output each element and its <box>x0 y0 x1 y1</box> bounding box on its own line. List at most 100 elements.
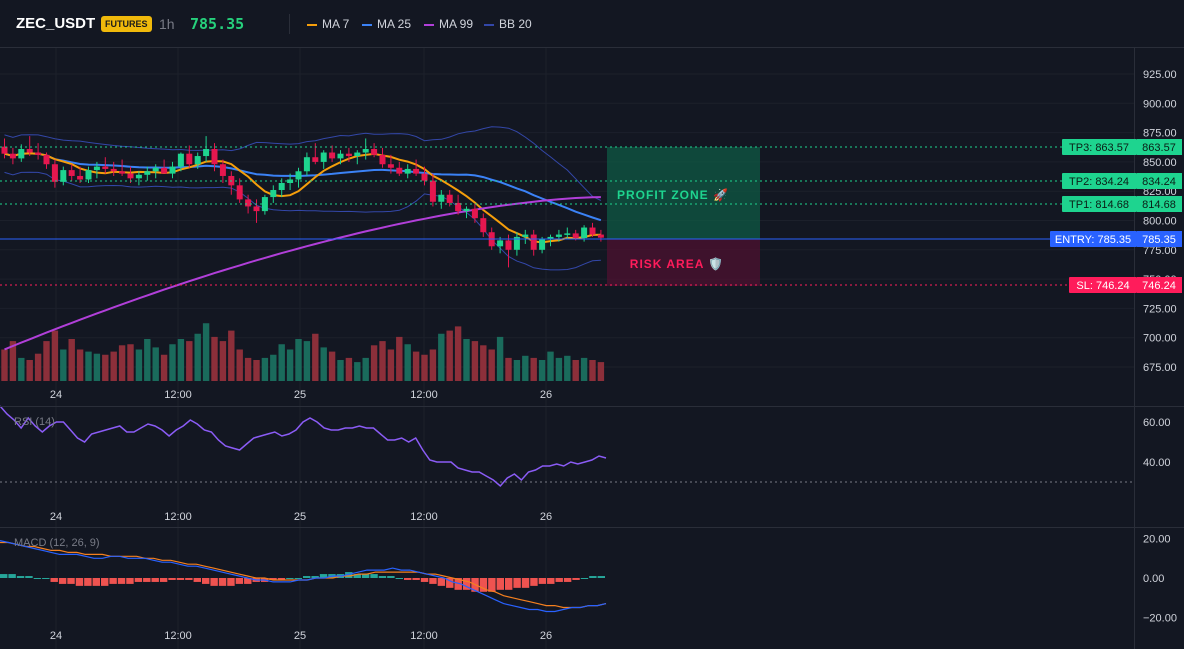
macd-histogram-bar <box>159 578 168 582</box>
candle-body <box>60 170 67 182</box>
candle-body <box>589 227 596 235</box>
candle-body <box>43 154 50 165</box>
volume-bar <box>278 344 285 381</box>
volume-bar <box>480 345 487 381</box>
macd-histogram-bar <box>538 578 547 584</box>
legend-ma7[interactable]: MA 7 <box>307 17 349 31</box>
macd-histogram-bar <box>202 578 210 584</box>
volume-bar <box>43 341 50 381</box>
volume-bar <box>60 349 67 381</box>
volume-bar <box>337 360 344 381</box>
price-axis[interactable]: 925.00 900.00 875.00 850.00 825.00 800.00 775.… <box>1143 69 1177 374</box>
candle-body <box>144 171 151 175</box>
volume-bar <box>26 360 33 381</box>
volume-bar <box>228 330 235 381</box>
legend-ma25-label: MA 25 <box>377 17 412 31</box>
volume-bar <box>295 339 302 381</box>
risk-zone-label: RISK AREA 🛡️ <box>630 257 724 271</box>
price-tick-label: 800.00 <box>1143 216 1177 228</box>
volume-bar <box>555 357 563 381</box>
volume-bar <box>438 333 445 381</box>
macd-histogram-bar <box>488 578 496 592</box>
candle-body <box>329 152 336 159</box>
candle-body <box>119 171 126 174</box>
candle-body <box>161 167 168 174</box>
candle-body <box>110 168 117 172</box>
volume-bar <box>303 341 311 381</box>
candle-body <box>555 234 562 237</box>
macd-histogram-bar <box>286 578 294 579</box>
time-tick-label: 26 <box>540 511 552 523</box>
macd-pane: 20.00 0.00 −20.00 <box>0 534 1177 624</box>
candle-body <box>539 239 546 250</box>
candle-body <box>455 202 462 212</box>
candle-body <box>177 153 184 167</box>
time-tick-label: 12:00 <box>410 511 438 523</box>
volume-bar <box>144 339 151 381</box>
moving-averages <box>4 152 602 351</box>
macd-histogram-bar <box>387 576 395 578</box>
macd-label: MACD (12, 26, 9) <box>14 537 100 549</box>
candle-body <box>480 218 487 233</box>
volume-bar <box>522 355 529 381</box>
volume-bar <box>85 351 92 381</box>
time-tick-label: 26 <box>540 389 552 401</box>
legend-bb20[interactable]: BB 20 <box>484 17 532 31</box>
volume-bar <box>186 341 193 381</box>
volume-bar <box>18 357 25 381</box>
macd-histogram-bar <box>513 578 521 588</box>
volume-bar <box>261 357 269 381</box>
ma25-swatch-icon <box>362 23 372 26</box>
volume-bar <box>236 349 243 381</box>
macd-histogram-bar <box>370 574 378 578</box>
candle-body <box>152 167 159 172</box>
macd-histogram-bar <box>235 578 244 584</box>
timeframe-selector[interactable]: 1h <box>159 16 175 32</box>
macd-histogram-bar <box>303 576 311 578</box>
candle-body <box>26 149 33 153</box>
macd-histogram-bar <box>67 578 75 584</box>
macd-histogram-bar <box>496 578 504 590</box>
macd-histogram-bar <box>420 578 429 582</box>
sl-axis-tag: 746.24 <box>1142 280 1176 292</box>
time-tick-label: 24 <box>50 389 62 401</box>
candle-body <box>18 149 25 159</box>
volume-bar <box>362 357 369 381</box>
macd-tick-label: 0.00 <box>1143 573 1164 585</box>
volume-bar <box>202 323 210 381</box>
time-tick-label: 24 <box>50 511 62 523</box>
candle-body <box>51 164 58 182</box>
candle-body <box>35 152 42 155</box>
rsi-pane: 60.00 40.00 <box>0 405 1171 488</box>
candle-body <box>371 149 378 155</box>
macd-histogram-bar <box>58 578 67 584</box>
volume-bar <box>354 362 361 381</box>
candle-body <box>270 190 277 198</box>
macd-histogram-bar <box>143 578 151 582</box>
macd-histogram-bar <box>597 576 605 578</box>
candle-body <box>278 182 285 191</box>
symbol-name[interactable]: ZEC_USDT <box>16 15 96 32</box>
candle-body <box>505 240 512 250</box>
price-tick-label: 875.00 <box>1143 128 1177 140</box>
candle-body <box>354 152 361 157</box>
macd-histogram-bar <box>319 574 328 578</box>
bollinger-bands <box>4 126 602 271</box>
candle-body <box>362 149 369 153</box>
macd-histogram-bar <box>25 576 33 578</box>
candle-body <box>446 194 453 203</box>
time-tick-label: 25 <box>294 511 306 523</box>
macd-histogram-bar <box>134 578 143 582</box>
volume-bar <box>589 360 596 381</box>
legend-ma25[interactable]: MA 25 <box>362 17 411 31</box>
risk-zone: RISK AREA 🛡️ <box>607 239 760 286</box>
bb20-swatch-icon <box>484 23 494 26</box>
candle-body <box>102 166 109 169</box>
volume-bar <box>152 347 159 381</box>
macd-histogram-bar <box>277 578 286 580</box>
legend-ma99[interactable]: MA 99 <box>424 17 473 31</box>
volume-bar <box>454 326 462 381</box>
candle-body <box>396 167 403 174</box>
sl-tag: SL: 746.24 <box>1076 280 1129 292</box>
